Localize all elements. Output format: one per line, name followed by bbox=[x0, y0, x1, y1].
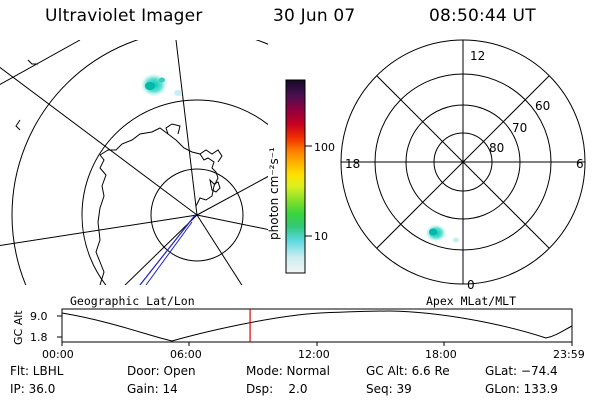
mlat-label-70: 70 bbox=[512, 121, 527, 135]
geo-meridian bbox=[196, 214, 268, 231]
geo-meridian bbox=[0, 66, 198, 216]
altitude-axis-label: GC Alt bbox=[12, 310, 25, 345]
geo-meridian bbox=[196, 214, 243, 285]
apex-panel-label: Apex MLat/MLT bbox=[426, 294, 516, 308]
time-tick-0000: 00:00 bbox=[42, 348, 74, 361]
geo-meridian bbox=[0, 214, 198, 246]
colorbar-unit-label: photon cm⁻²s⁻¹ bbox=[267, 147, 281, 240]
mlat-label-80: 80 bbox=[489, 141, 504, 155]
geographic-map bbox=[0, 40, 268, 285]
aurora-emission-apex bbox=[425, 224, 459, 243]
geo-lat-circle-mid bbox=[81, 99, 268, 285]
colorbar-tick-label-10: 10 bbox=[314, 230, 328, 243]
satellite-track bbox=[139, 213, 197, 285]
geo-grid-line bbox=[0, 40, 81, 86]
time-tick-2359: 23:59 bbox=[553, 348, 585, 361]
colorbar bbox=[285, 79, 306, 274]
mlat-label-60: 60 bbox=[535, 99, 550, 113]
mlt-label-12: 12 bbox=[470, 49, 485, 63]
altitude-plot-frame bbox=[61, 308, 573, 343]
geo-panel-label: Geographic Lat/Lon bbox=[70, 294, 195, 308]
status-filter: Flt: LBHL bbox=[10, 364, 64, 378]
status-mode: Mode: Normal bbox=[246, 364, 330, 378]
status-geo-latitude: GLat: −74.4 bbox=[485, 364, 558, 378]
apex-polar-plot bbox=[340, 39, 586, 285]
app-title: Ultraviolet Imager bbox=[45, 6, 203, 26]
altitude-ytick-9: 9.0 bbox=[30, 310, 48, 323]
status-gc-altitude: GC Alt: 6.6 Re bbox=[366, 364, 450, 378]
geo-lat-circle-outer bbox=[11, 40, 268, 285]
altitude-plot bbox=[57, 308, 573, 346]
date-label: 30 Jun 07 bbox=[273, 6, 356, 26]
geo-meridian bbox=[175, 40, 198, 216]
status-door: Door: Open bbox=[127, 364, 196, 378]
time-tick-1200: 12:00 bbox=[298, 348, 330, 361]
coastline bbox=[15, 59, 223, 285]
geo-meridian bbox=[124, 214, 198, 285]
mlt-label-18: 18 bbox=[345, 157, 360, 171]
status-ip: IP: 36.0 bbox=[10, 382, 56, 396]
status-geo-longitude: GLon: 133.9 bbox=[485, 382, 558, 396]
apex-diagonal bbox=[376, 75, 550, 249]
geo-lat-circle-inner bbox=[150, 168, 244, 262]
time-tick-1800: 18:00 bbox=[425, 348, 457, 361]
altitude-ytick-1-8: 1.8 bbox=[30, 331, 48, 344]
mlt-label-6: 6 bbox=[576, 157, 584, 171]
satellite-track bbox=[145, 221, 193, 285]
coastline-island bbox=[209, 178, 221, 193]
aurora-emission-geo bbox=[140, 73, 182, 97]
time-label: 08:50:44 UT bbox=[429, 6, 536, 26]
status-sequence: Seq: 39 bbox=[366, 382, 412, 396]
mlt-label-0: 0 bbox=[467, 278, 475, 292]
colorbar-tick-label-100: 100 bbox=[314, 141, 335, 154]
altitude-curve bbox=[61, 310, 573, 342]
status-gain: Gain: 14 bbox=[127, 382, 178, 396]
geo-meridian bbox=[196, 175, 268, 216]
time-tick-0600: 06:00 bbox=[170, 348, 202, 361]
status-dsp: Dsp: 2.0 bbox=[246, 382, 308, 396]
